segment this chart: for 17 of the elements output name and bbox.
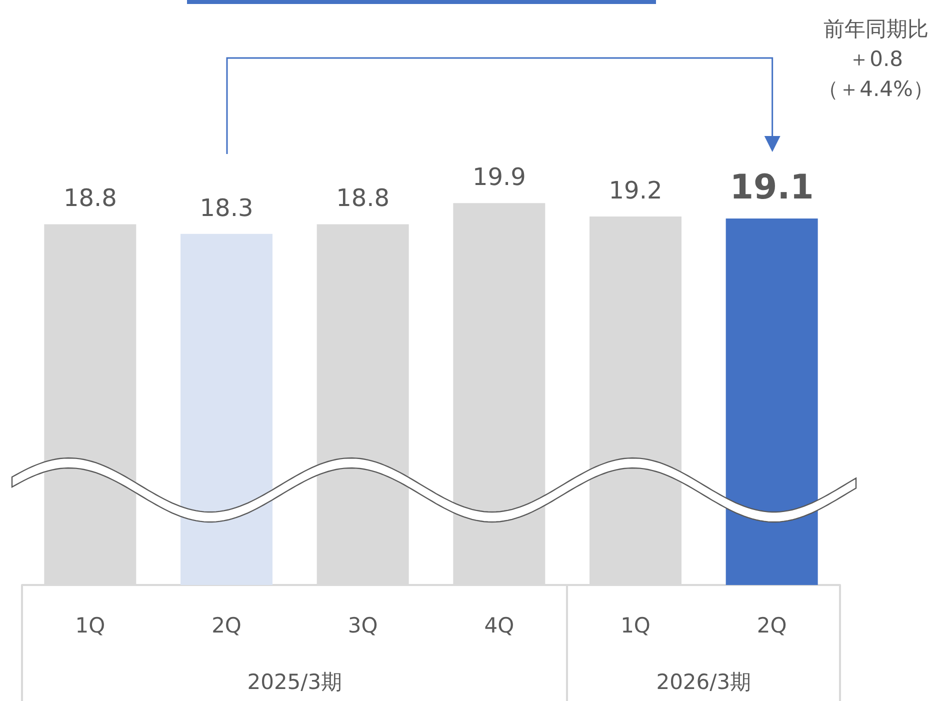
x-tick-label: 4Q: [484, 614, 514, 638]
text: 前年同期比＋0.8（＋4.4%）: [818, 16, 934, 103]
bar: [726, 218, 818, 585]
data-label: 19.2: [608, 176, 662, 205]
bar: [180, 234, 272, 585]
data-label: 18.3: [200, 194, 254, 222]
data-label: 19.9: [472, 163, 526, 192]
data-label: 18.8: [63, 184, 117, 212]
x-tick-label: 2Q: [756, 614, 787, 638]
text: 2025/3期: [246, 669, 344, 696]
data-label: 19.1: [730, 167, 814, 208]
x-tick-label: 1Q: [75, 614, 106, 638]
x-tick-label: 3Q: [348, 614, 378, 638]
x-tick-label: 2Q: [212, 614, 242, 638]
data-label: 18.8: [336, 184, 390, 212]
text: 2026/3期: [655, 669, 752, 696]
x-tick-label: 1Q: [620, 614, 650, 638]
